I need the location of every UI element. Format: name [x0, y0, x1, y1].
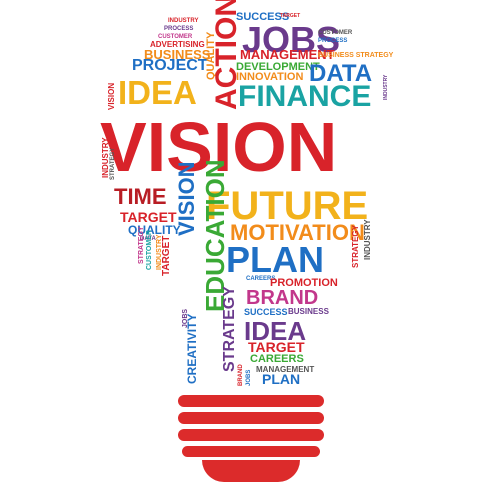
word-data-small: DATA	[140, 236, 156, 242]
word-vision-big: VISION	[100, 108, 338, 186]
word-finance: FINANCE	[238, 80, 372, 113]
word-jobs: JOBS	[242, 19, 341, 60]
word-future: FUTURE	[206, 184, 369, 228]
word-strategy-small-left: STRATEGY	[138, 226, 145, 264]
word-careers-small: CAREERS	[246, 276, 276, 282]
word-quality-mid: QUALITY	[128, 223, 181, 237]
word-strategy-right: STRATEGY	[351, 225, 360, 268]
word-target-vertical: TARGET	[161, 235, 172, 276]
word-success-mid: SUCCESS	[244, 307, 288, 317]
word-jobs-small: JOBS	[246, 369, 252, 386]
word-business-mid: BUSINESS	[288, 307, 329, 316]
word-project: PROJECT	[132, 57, 208, 74]
word-innovation: INNOVATION	[236, 71, 304, 83]
word-industry-right2: INDUSTRY	[363, 219, 372, 260]
word-development: DEVELOPMENT	[236, 61, 320, 73]
word-jobs-low: JOBS	[182, 308, 189, 328]
word-time: TIME	[114, 184, 167, 209]
word-strategy-vertical: STRATEGY	[221, 286, 238, 372]
word-industry-side: INDUSTRY	[101, 137, 110, 178]
bulb-tip	[202, 460, 300, 482]
word-customer-left: CUSTOMER	[158, 34, 193, 40]
word-brand: BRAND	[246, 287, 319, 309]
bulb-base-bar-1	[178, 395, 324, 407]
word-idea-top: IDEA	[118, 74, 197, 111]
word-target: TARGET	[280, 13, 301, 19]
word-careers-low: CAREERS	[250, 353, 304, 365]
word-advertising: ADVERTISING	[150, 40, 205, 49]
word-strategy-side: STRATEGY	[110, 147, 116, 180]
word-industry-right: INDUSTRY	[383, 74, 389, 100]
word-brand-small: BRAND	[238, 364, 244, 386]
bulb-base-bar-2	[178, 412, 324, 424]
word-plan-low: PLAN	[262, 371, 301, 387]
word-target-low: TARGET	[248, 339, 305, 355]
word-data: DATA	[309, 60, 373, 87]
word-customer-top: CUSTOMER	[318, 30, 353, 36]
word-customer-small-left: CUSTOMER	[146, 230, 153, 270]
word-industry-top: INDUSTRY	[168, 18, 199, 24]
word-target-mid: TARGET	[120, 209, 177, 225]
word-vision-vertical: VISION	[174, 161, 199, 236]
bulb-base-bar-4	[182, 446, 320, 457]
word-motivation: MOTIVATION	[230, 220, 365, 245]
word-management: MANAGEMENT	[240, 47, 335, 62]
bulb-base-bar-3	[178, 429, 324, 441]
word-business-left: BUSINESS	[144, 47, 211, 62]
word-management-low: MANAGEMENT	[256, 365, 315, 374]
word-process-top: PROCESS	[318, 38, 348, 44]
word-plan: PLAN	[226, 239, 324, 280]
word-process-left: PROCESS	[164, 26, 194, 32]
word-success: SUCCESS	[236, 11, 290, 23]
word-business-strategy: BUSINESS STRATEGY	[318, 52, 394, 59]
word-vision-side: VISION	[107, 82, 116, 110]
word-idea-mid: IDEA	[244, 316, 307, 346]
word-promotion: PROMOTION	[270, 277, 338, 289]
